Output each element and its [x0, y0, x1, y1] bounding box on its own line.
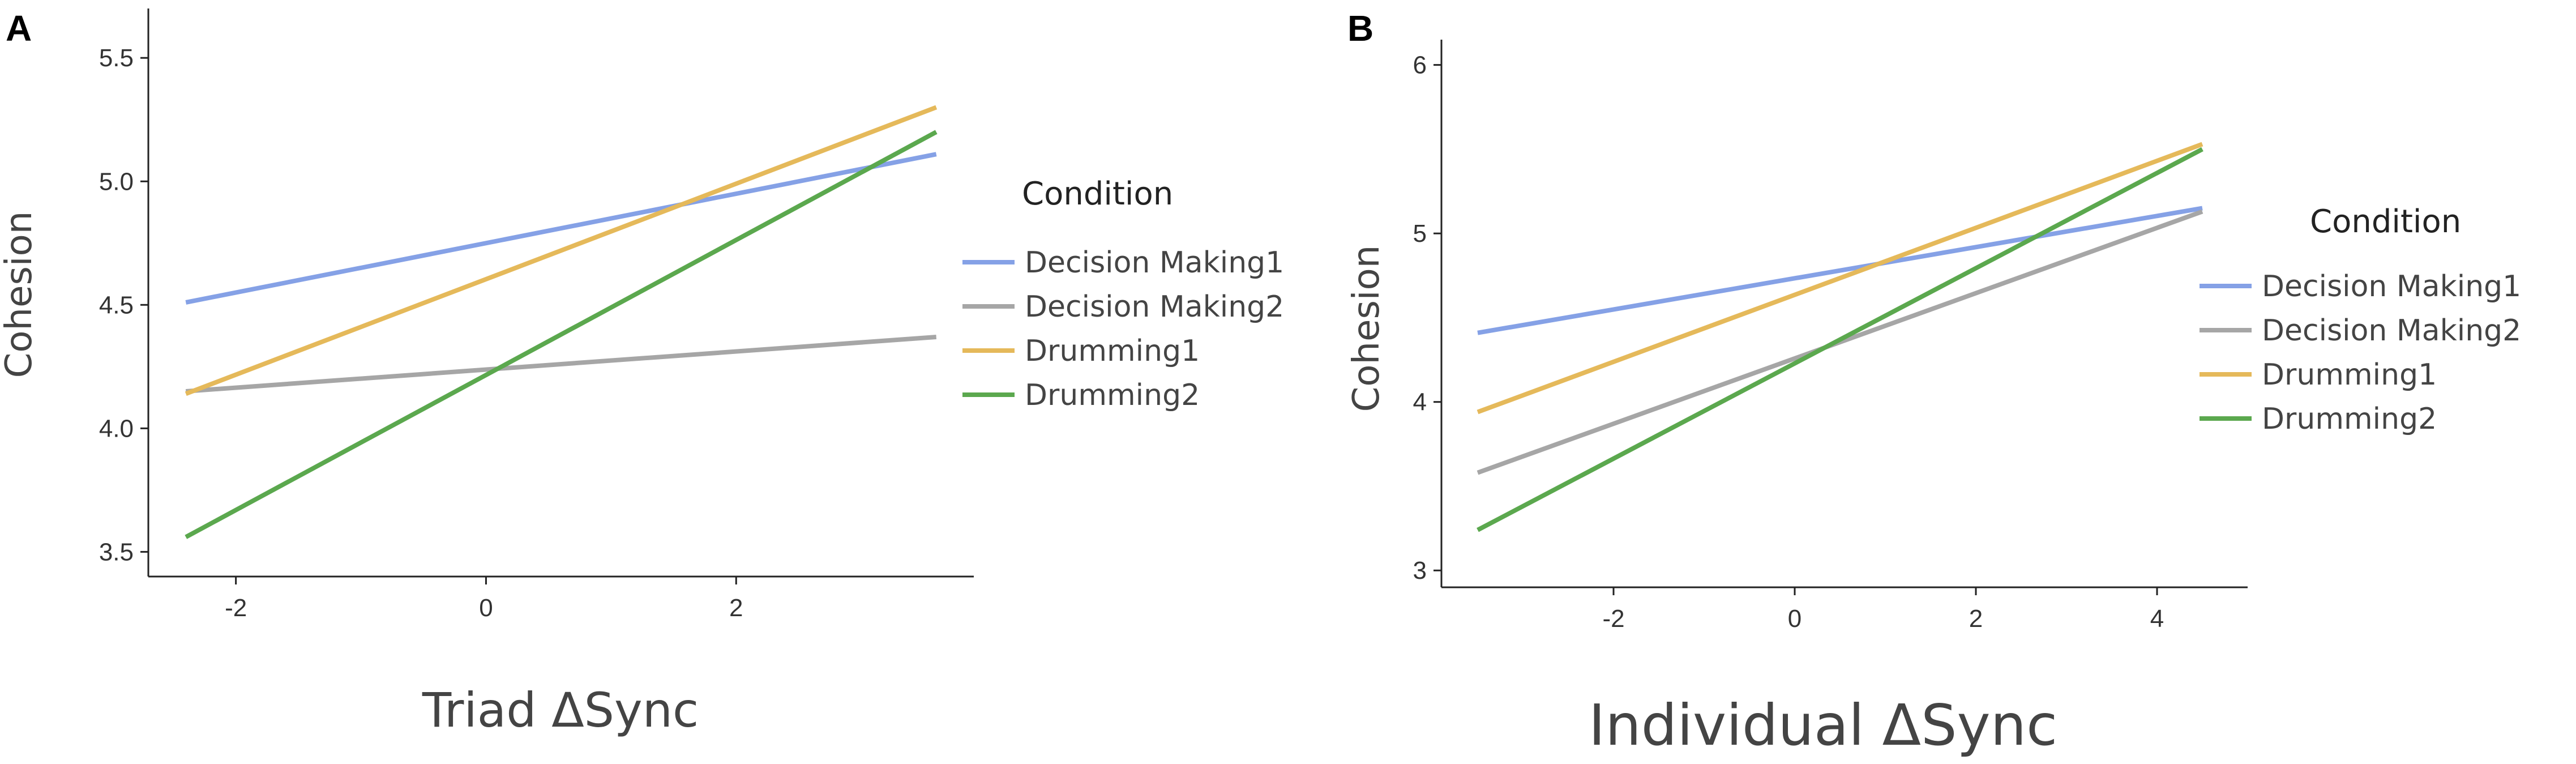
panel-b-legend-label-decision-making1: Decision Making1 [2262, 270, 2521, 304]
panel-a-series-lines [185, 105, 938, 539]
panel-a-y-ticks: 3.5 4.0 4.5 5.0 5.5 [99, 44, 148, 566]
panel-b-x-axis-title: Individual ΔSync [1589, 692, 2057, 758]
panel-b-y-tick-label: 6 [1413, 52, 1427, 79]
panel-a-legend-label-decision-making1: Decision Making1 [1025, 246, 1284, 280]
panel-b-line-decision-making1 [1477, 206, 2203, 335]
panel-b-legend: Decision Making1 Decision Making2 Drumming… [2200, 270, 2521, 436]
panel-b-legend-label-drumming1: Drumming1 [2262, 358, 2437, 392]
panel-a-legend-label-drumming2: Drumming2 [1025, 378, 1200, 412]
panel-b-y-tick-label: 5 [1413, 220, 1427, 247]
panel-a-y-tick-label: 4.0 [99, 415, 134, 442]
panel-a-legend-label-decision-making2: Decision Making2 [1025, 290, 1284, 324]
panel-b-x-ticks: -2 0 2 4 [1602, 587, 2164, 633]
panel-a-x-tick-label: -2 [225, 594, 247, 622]
panel-a-line-drumming1 [185, 105, 938, 396]
panel-a-legend: Decision Making1 Decision Making2 Drumming… [962, 246, 1284, 412]
panel-a-legend-title: Condition [1022, 176, 1173, 212]
panel-b-legend-label-drumming2: Drumming2 [2262, 402, 2437, 436]
panel-b-x-tick-label: 2 [1969, 605, 1983, 633]
panel-b-legend-title: Condition [2310, 203, 2461, 240]
panel-b: B 3 4 5 6 -2 0 2 4 Cohesion Individual ΔSync C… [1346, 8, 2521, 758]
panel-b-y-tick-label: 4 [1413, 389, 1427, 416]
panel-b-line-drumming2 [1477, 147, 2203, 532]
panel-b-legend-label-decision-making2: Decision Making2 [2262, 314, 2521, 348]
panel-a-legend-label-drumming1: Drumming1 [1025, 334, 1200, 368]
panel-a: A 3.5 4.0 4.5 5.0 5.5 -2 0 2 Cohesion Triad ΔS… [0, 8, 1284, 738]
panel-a-line-decision-making1 [185, 152, 937, 305]
panel-b-x-tick-label: 4 [2150, 605, 2164, 633]
panel-a-x-axis-title: Triad ΔSync [422, 682, 699, 738]
panel-b-y-ticks: 3 4 5 6 [1413, 52, 1441, 584]
panel-a-x-ticks: -2 0 2 [225, 577, 743, 622]
panel-b-y-axis-title: Cohesion [1346, 245, 1388, 412]
panel-a-line-drumming2 [185, 130, 938, 539]
panel-a-y-tick-label: 5.5 [99, 44, 134, 72]
panel-a-y-tick-label: 4.5 [99, 291, 134, 319]
panel-b-y-tick-label: 3 [1413, 557, 1427, 584]
panel-a-letter: A [6, 8, 32, 49]
panel-b-x-tick-label: 0 [1788, 605, 1802, 633]
panel-b-series-lines [1477, 142, 2203, 532]
panel-b-x-tick-label: -2 [1602, 605, 1624, 633]
panel-a-x-tick-label: 0 [479, 594, 493, 622]
panel-b-line-drumming1 [1477, 142, 2203, 415]
panel-a-y-tick-label: 3.5 [99, 538, 134, 566]
panel-a-line-decision-making2 [185, 335, 937, 394]
panel-b-letter: B [1347, 8, 1373, 49]
panel-a-y-tick-label: 5.0 [99, 168, 134, 195]
panel-a-x-tick-label: 2 [729, 594, 743, 622]
panel-a-y-axis-title: Cohesion [0, 211, 40, 378]
